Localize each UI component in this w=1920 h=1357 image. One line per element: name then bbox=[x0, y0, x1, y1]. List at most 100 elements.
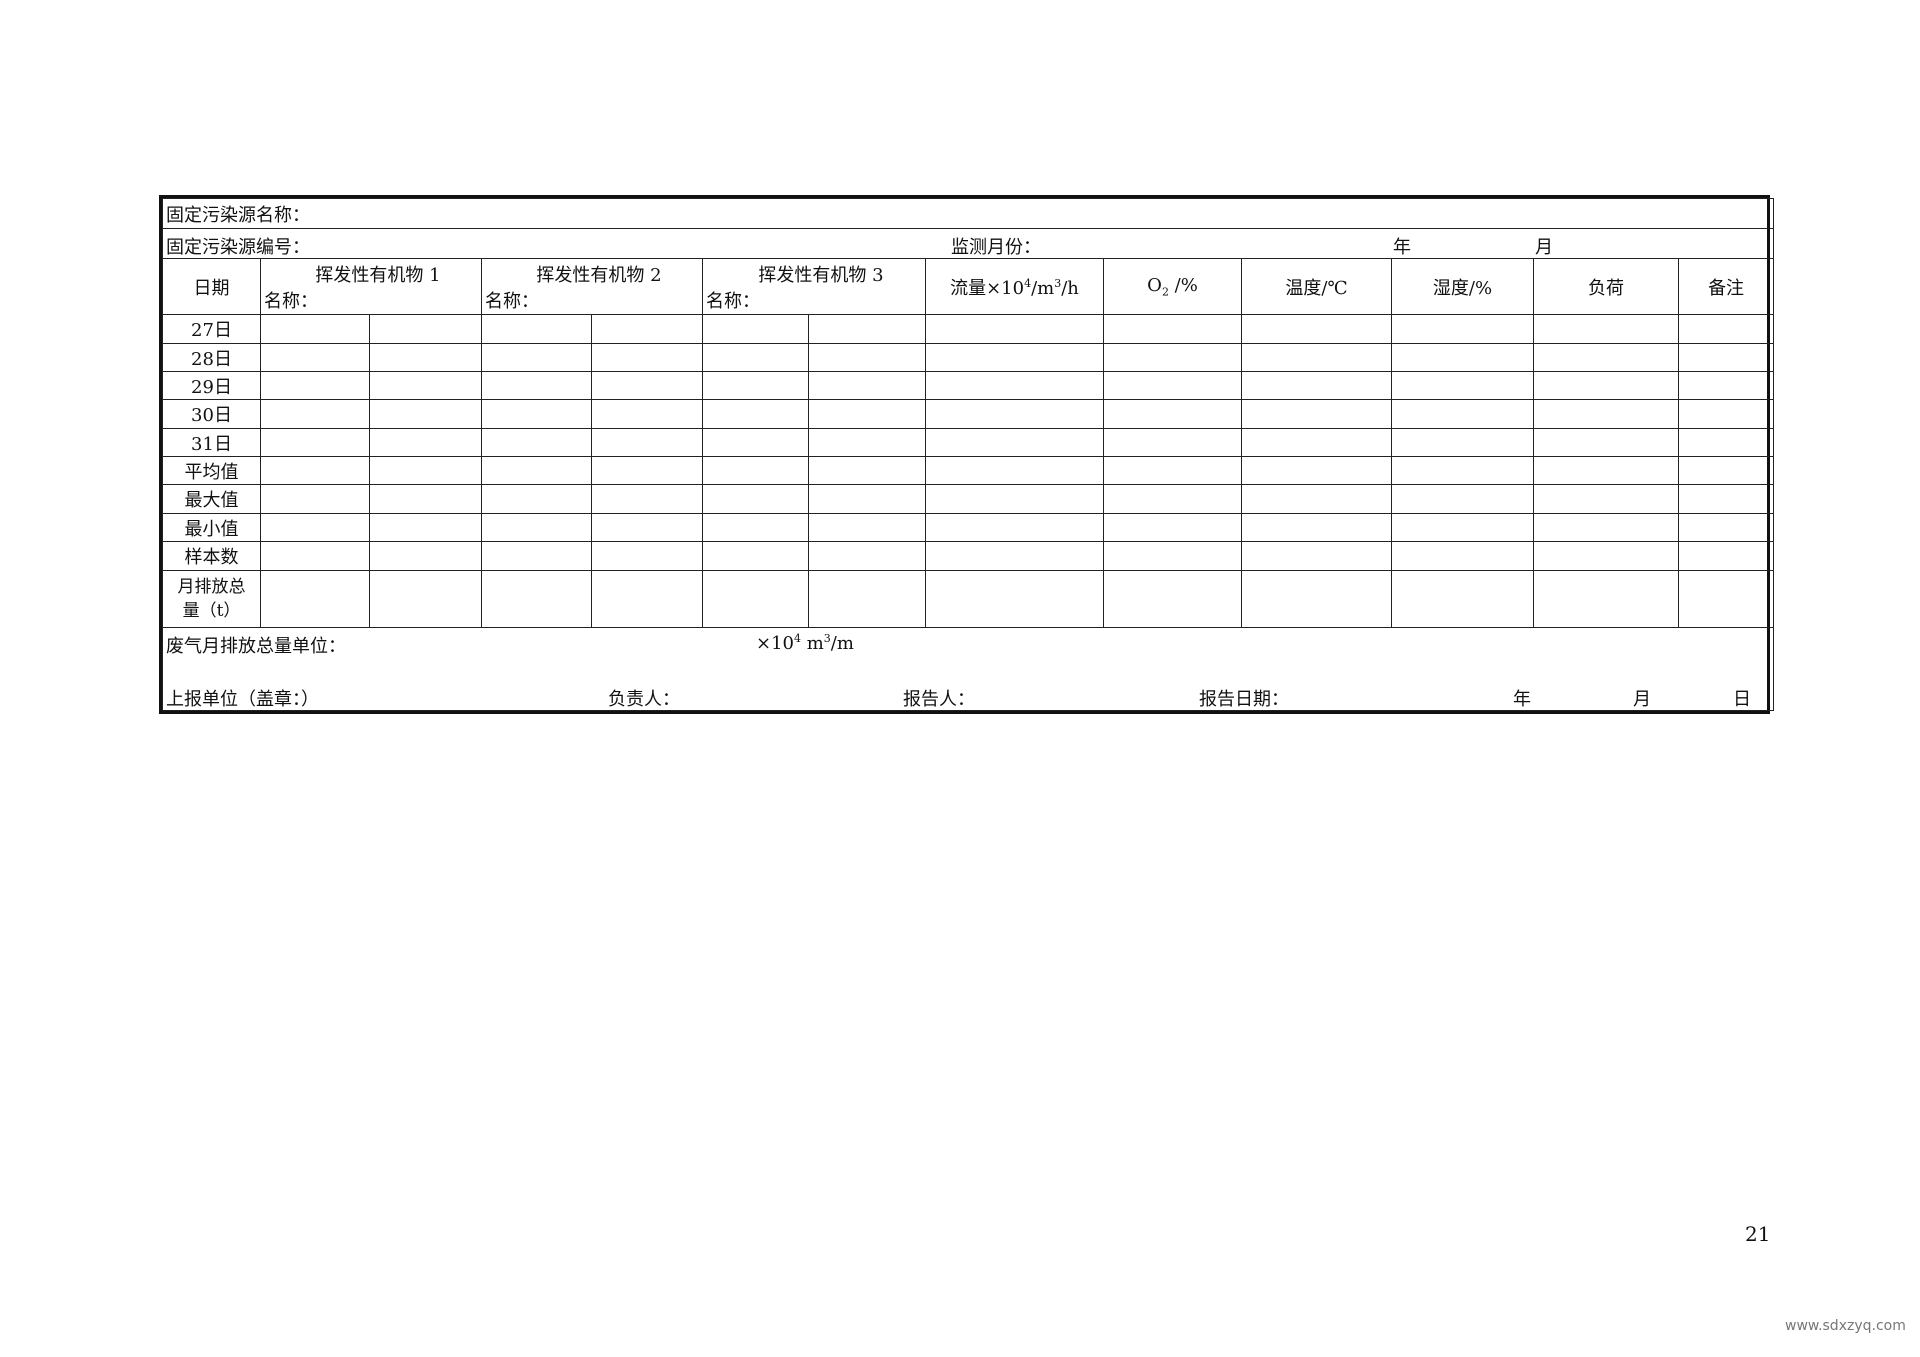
cell[interactable] bbox=[591, 343, 703, 372]
cell[interactable] bbox=[1241, 399, 1392, 429]
cell[interactable] bbox=[1533, 570, 1679, 628]
cell[interactable] bbox=[1241, 456, 1392, 485]
cell[interactable] bbox=[591, 570, 703, 628]
cell[interactable] bbox=[1241, 541, 1392, 571]
cell[interactable] bbox=[702, 456, 809, 485]
cell[interactable] bbox=[1677, 343, 1775, 372]
cell[interactable] bbox=[702, 314, 809, 344]
cell[interactable] bbox=[1103, 371, 1242, 400]
cell[interactable] bbox=[925, 513, 1104, 542]
cell[interactable] bbox=[1241, 343, 1392, 372]
cell[interactable] bbox=[925, 314, 1104, 344]
cell[interactable] bbox=[1533, 541, 1679, 571]
cell[interactable] bbox=[260, 399, 370, 429]
cell[interactable] bbox=[702, 570, 809, 628]
cell[interactable] bbox=[925, 484, 1104, 514]
cell[interactable] bbox=[702, 541, 809, 571]
cell[interactable] bbox=[260, 371, 370, 400]
cell[interactable] bbox=[1677, 570, 1775, 628]
cell[interactable] bbox=[925, 570, 1104, 628]
cell[interactable] bbox=[260, 484, 370, 514]
cell[interactable] bbox=[1103, 343, 1242, 372]
cell[interactable] bbox=[260, 570, 370, 628]
cell[interactable] bbox=[1533, 371, 1679, 400]
cell[interactable] bbox=[925, 428, 1104, 457]
cell[interactable] bbox=[369, 314, 482, 344]
cell[interactable] bbox=[481, 484, 592, 514]
cell[interactable] bbox=[369, 371, 482, 400]
cell[interactable] bbox=[260, 513, 370, 542]
cell[interactable] bbox=[1391, 570, 1534, 628]
cell[interactable] bbox=[260, 343, 370, 372]
cell[interactable] bbox=[260, 541, 370, 571]
cell[interactable] bbox=[369, 484, 482, 514]
cell[interactable] bbox=[260, 456, 370, 485]
cell[interactable] bbox=[1677, 456, 1775, 485]
cell[interactable] bbox=[591, 484, 703, 514]
cell[interactable] bbox=[808, 399, 926, 429]
cell[interactable] bbox=[1677, 399, 1775, 429]
cell[interactable] bbox=[702, 484, 809, 514]
cell[interactable] bbox=[369, 513, 482, 542]
cell[interactable] bbox=[1391, 371, 1534, 400]
cell[interactable] bbox=[260, 314, 370, 344]
cell[interactable] bbox=[925, 456, 1104, 485]
source-name-field[interactable]: 固定污染源名称： bbox=[161, 198, 1775, 229]
cell[interactable] bbox=[1677, 371, 1775, 400]
cell[interactable] bbox=[1677, 314, 1775, 344]
cell[interactable] bbox=[481, 428, 592, 457]
cell[interactable] bbox=[369, 570, 482, 628]
cell[interactable] bbox=[481, 513, 592, 542]
cell[interactable] bbox=[1391, 513, 1534, 542]
cell[interactable] bbox=[702, 399, 809, 429]
cell[interactable] bbox=[591, 428, 703, 457]
cell[interactable] bbox=[1533, 513, 1679, 542]
cell[interactable] bbox=[1103, 541, 1242, 571]
cell[interactable] bbox=[1533, 484, 1679, 514]
cell[interactable] bbox=[808, 428, 926, 457]
cell[interactable] bbox=[1391, 314, 1534, 344]
cell[interactable] bbox=[925, 399, 1104, 429]
cell[interactable] bbox=[369, 456, 482, 485]
cell[interactable] bbox=[1533, 343, 1679, 372]
cell[interactable] bbox=[808, 314, 926, 344]
cell[interactable] bbox=[1533, 456, 1679, 485]
cell[interactable] bbox=[1533, 399, 1679, 429]
cell[interactable] bbox=[369, 399, 482, 429]
cell[interactable] bbox=[481, 541, 592, 571]
cell[interactable] bbox=[1391, 484, 1534, 514]
cell[interactable] bbox=[925, 343, 1104, 372]
cell[interactable] bbox=[1241, 484, 1392, 514]
cell[interactable] bbox=[808, 570, 926, 628]
cell[interactable] bbox=[591, 371, 703, 400]
cell[interactable] bbox=[369, 428, 482, 457]
cell[interactable] bbox=[481, 371, 592, 400]
cell[interactable] bbox=[808, 484, 926, 514]
cell[interactable] bbox=[1533, 428, 1679, 457]
cell[interactable] bbox=[1241, 428, 1392, 457]
cell[interactable] bbox=[1103, 399, 1242, 429]
cell[interactable] bbox=[925, 371, 1104, 400]
cell[interactable] bbox=[808, 541, 926, 571]
cell[interactable] bbox=[808, 371, 926, 400]
cell[interactable] bbox=[1241, 513, 1392, 542]
cell[interactable] bbox=[1391, 428, 1534, 457]
cell[interactable] bbox=[1103, 456, 1242, 485]
cell[interactable] bbox=[702, 371, 809, 400]
cell[interactable] bbox=[1677, 428, 1775, 457]
cell[interactable] bbox=[1391, 343, 1534, 372]
cell[interactable] bbox=[1677, 541, 1775, 571]
cell[interactable] bbox=[1241, 314, 1392, 344]
cell[interactable] bbox=[702, 513, 809, 542]
cell[interactable] bbox=[808, 343, 926, 372]
cell[interactable] bbox=[808, 513, 926, 542]
cell[interactable] bbox=[808, 456, 926, 485]
cell[interactable] bbox=[591, 541, 703, 571]
cell[interactable] bbox=[925, 541, 1104, 571]
cell[interactable] bbox=[369, 541, 482, 571]
cell[interactable] bbox=[1241, 371, 1392, 400]
cell[interactable] bbox=[702, 428, 809, 457]
cell[interactable] bbox=[1391, 399, 1534, 429]
cell[interactable] bbox=[481, 456, 592, 485]
cell[interactable] bbox=[702, 343, 809, 372]
